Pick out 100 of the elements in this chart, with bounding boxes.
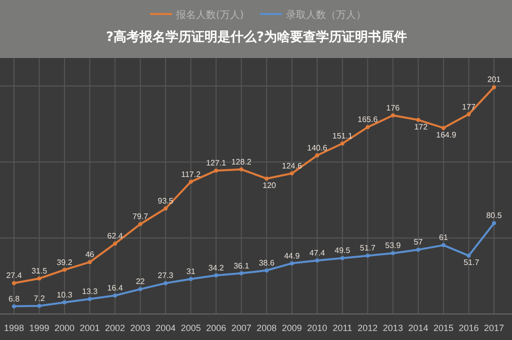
data-label: 124.6 [282, 161, 302, 170]
point [416, 118, 420, 122]
data-label: 201 [487, 75, 502, 84]
point [164, 281, 168, 286]
point [188, 180, 193, 184]
point [315, 153, 320, 158]
point [37, 276, 42, 280]
data-label: 44.9 [284, 251, 300, 260]
data-label: 39.2 [56, 258, 73, 267]
point [88, 296, 92, 301]
x-tick-label: 2002 [105, 323, 126, 333]
point [12, 304, 16, 308]
point [88, 260, 92, 264]
point [366, 254, 370, 258]
data-label: 38.6 [258, 258, 275, 268]
data-label: 49.5 [334, 246, 351, 256]
data-label: 34.2 [208, 263, 224, 272]
data-label: 16.4 [107, 283, 124, 292]
data-label: 22 [136, 277, 146, 286]
data-label: 127.1 [206, 158, 227, 168]
x-tick-label: 2013 [382, 323, 403, 333]
x-tick-label: 1998 [4, 323, 24, 333]
point [264, 268, 269, 272]
data-label: 62.4 [107, 232, 124, 241]
data-label: 117.2 [181, 170, 202, 179]
x-tick-label: 2008 [256, 323, 277, 333]
data-label: 36.1 [234, 261, 250, 270]
point [62, 300, 67, 304]
point [441, 243, 446, 248]
data-label: 47.4 [309, 248, 326, 258]
x-tick-label: 2006 [206, 323, 226, 333]
data-label: 57 [414, 238, 424, 247]
x-tick-label: 2003 [130, 323, 150, 333]
data-label: 7.2 [34, 294, 46, 303]
point [164, 206, 168, 211]
point [138, 287, 142, 292]
legend-label: 录取人数（万人） [286, 10, 366, 21]
data-label: 128.2 [231, 157, 252, 166]
legend-label: 报名人数(万人) [175, 9, 244, 21]
point [264, 176, 269, 181]
data-label: 53.9 [385, 241, 402, 250]
x-tick-label: 2009 [282, 323, 302, 333]
x-tick-label: 2012 [358, 323, 378, 333]
data-label: 177 [462, 102, 476, 112]
point [113, 293, 118, 298]
chart-title: ?高考报名学历证明是什么?为啥要查学历证明书原件 [106, 29, 408, 45]
point [62, 268, 67, 272]
data-label: 51.7 [464, 258, 480, 268]
x-tick-label: 2007 [231, 323, 252, 333]
point [441, 126, 446, 130]
point [390, 251, 395, 256]
x-tick-label: 2001 [80, 323, 100, 333]
data-label: 31 [186, 267, 196, 276]
point [290, 171, 294, 176]
point [492, 221, 496, 226]
data-label: 120 [262, 181, 277, 190]
x-tick-label: 2011 [332, 323, 352, 333]
point [113, 242, 118, 246]
data-label: 151.1 [332, 132, 353, 141]
point [290, 261, 294, 266]
data-label: 61 [439, 233, 448, 242]
point [214, 168, 218, 173]
point [12, 281, 16, 286]
point [466, 112, 471, 116]
x-tick-label: 2014 [408, 323, 428, 333]
data-label: 176 [386, 103, 400, 112]
point [492, 85, 496, 90]
data-label: 10.3 [56, 290, 73, 300]
x-tick-label: 2017 [484, 323, 504, 333]
data-label: 79.7 [132, 212, 149, 222]
data-label: 13.3 [82, 286, 98, 296]
point [466, 254, 471, 258]
point [214, 273, 218, 278]
data-label: 80.5 [486, 211, 502, 220]
point [239, 167, 244, 172]
x-tick-label: 2005 [180, 323, 201, 333]
x-tick-label: 2004 [156, 323, 176, 333]
point [416, 248, 420, 252]
point [37, 304, 42, 308]
data-label: 165.6 [358, 115, 378, 124]
point [188, 277, 193, 282]
data-label: 27.4 [6, 271, 22, 280]
data-label: 93.5 [158, 196, 174, 206]
point [315, 258, 320, 263]
point [340, 142, 344, 146]
data-label: 6.8 [8, 294, 20, 304]
point [390, 113, 395, 118]
x-tick-label: 1999 [29, 323, 50, 333]
point [340, 256, 344, 260]
data-label: 51.7 [360, 244, 376, 253]
data-label: 164.9 [436, 130, 457, 140]
x-tick-label: 2016 [458, 323, 479, 333]
data-label: 46 [85, 250, 95, 260]
data-label: 27.3 [158, 271, 174, 280]
point [138, 222, 142, 226]
data-label: 172 [414, 122, 428, 132]
x-tick-label: 2015 [433, 323, 454, 333]
x-tick-label: 2000 [54, 323, 75, 333]
data-label: 31.5 [31, 266, 48, 276]
point [239, 271, 244, 276]
